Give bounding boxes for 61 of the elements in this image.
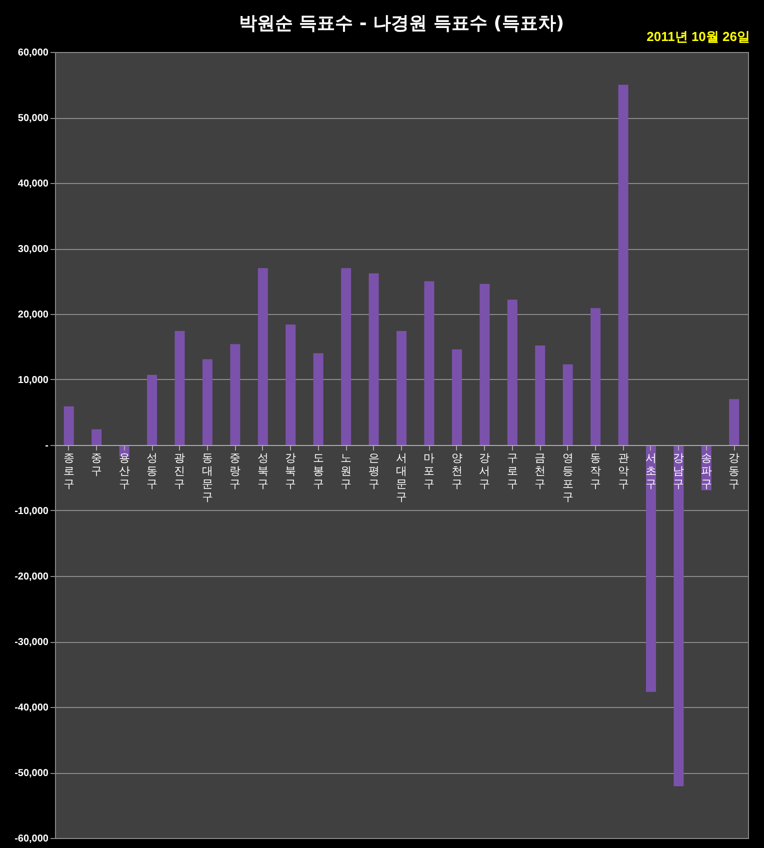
x-tick-label: 광진구: [174, 452, 186, 490]
bar: [480, 284, 490, 445]
bar: [424, 281, 434, 445]
x-tick-label: 마포구: [424, 452, 435, 490]
bar: [729, 399, 740, 445]
y-tick-label: 20,000: [18, 310, 49, 320]
bar: [147, 374, 158, 445]
bar: [368, 273, 379, 445]
x-tick-label: 서대문구: [396, 452, 407, 504]
x-tick-label: 영등포구: [562, 452, 574, 504]
x-tick-label: 강동구: [728, 452, 740, 490]
x-tick-label: 동작구: [590, 452, 602, 490]
x-tick-label: 서초구: [645, 452, 656, 490]
x-tick-label: 구로구: [506, 452, 518, 490]
y-tick-label: -50,000: [14, 768, 49, 779]
y-tick-label: 50,000: [18, 113, 49, 124]
y-tick-label: -30,000: [14, 637, 49, 648]
bar: [313, 353, 324, 445]
y-tick-label: -40,000: [14, 702, 49, 714]
x-tick-label: 강남구: [673, 452, 684, 490]
chart-title: 박원순 득표수 - 나경원 득표수 (득표차): [238, 13, 564, 34]
bar: [174, 331, 185, 445]
bar: [646, 445, 656, 692]
bar: [64, 406, 74, 445]
y-tick-label: -20,000: [14, 572, 49, 582]
y-tick-label: -: [45, 440, 48, 452]
y-tick-label: -10,000: [14, 506, 49, 517]
bar: [286, 324, 296, 445]
x-tick-label: 도봉구: [312, 452, 324, 490]
bar: [452, 349, 462, 445]
bar: [230, 344, 240, 445]
x-tick-label: 성북구: [257, 452, 268, 490]
y-tick-label: 40,000: [18, 178, 49, 190]
chart-subtitle: 2011년 10월 26일: [646, 28, 750, 46]
x-tick-label: 관악구: [618, 452, 629, 490]
bar: [258, 268, 268, 445]
bar: [92, 429, 102, 445]
x-tick-label: 중랑구: [230, 452, 241, 490]
x-tick-label: 금천구: [534, 452, 546, 490]
bar: [618, 84, 628, 445]
x-tick-label: 중구: [91, 452, 102, 478]
y-tick-label: 60,000: [18, 48, 49, 58]
bar: [202, 359, 212, 445]
x-tick-label: 은평구: [368, 452, 380, 490]
y-tick-label: 10,000: [18, 375, 49, 386]
bar: [341, 268, 352, 445]
x-tick-label: 노원구: [340, 452, 352, 490]
x-tick-label: 동대문구: [202, 452, 213, 504]
x-tick-label: 강북구: [285, 452, 296, 490]
x-tick-label: 양천구: [451, 452, 462, 490]
bar: [590, 308, 601, 445]
x-tick-label: 성동구: [146, 452, 158, 490]
bar: [396, 331, 406, 445]
bar: [674, 445, 684, 786]
bar: [535, 345, 546, 445]
bar: [562, 364, 573, 445]
y-tick-label: -60,000: [14, 834, 49, 844]
x-tick-label: 종로구: [63, 452, 74, 490]
y-tick-label: 30,000: [18, 244, 49, 255]
x-tick-label: 강서구: [479, 452, 490, 490]
bar: [507, 300, 518, 445]
